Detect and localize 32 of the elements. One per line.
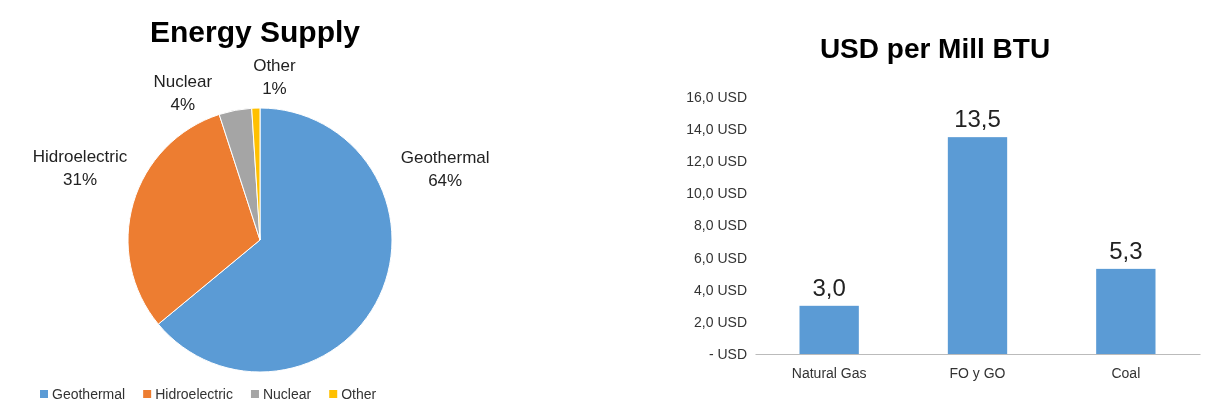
slice-label: Nuclear	[153, 72, 213, 92]
bar	[799, 305, 859, 354]
y-tick-label: 8,0 USD	[694, 217, 747, 234]
x-tick-label: FO y GO	[949, 364, 1006, 381]
slice-label: Other	[253, 56, 297, 76]
data-label: 4%	[170, 95, 196, 115]
legend-label: Geothermal	[52, 386, 126, 402]
data-label: 64%	[428, 171, 463, 191]
chart-title: USD per Mill BTU	[819, 33, 1051, 64]
legend-label: Other	[341, 386, 377, 402]
slice-label: Geothermal	[400, 148, 490, 168]
legend-label: Nuclear	[262, 386, 312, 402]
bar	[947, 137, 1008, 354]
data-label: 5,3	[1109, 236, 1143, 264]
y-tick-label: - USD	[708, 345, 747, 362]
y-tick-label: 10,0 USD	[686, 185, 747, 202]
x-tick-label: Coal	[1111, 364, 1141, 381]
data-label: 31%	[63, 169, 98, 189]
data-label: 1%	[262, 79, 287, 99]
slice-label: Hidroelectric	[32, 146, 128, 166]
y-tick-label: 4,0 USD	[694, 281, 747, 298]
y-tick-label: 2,0 USD	[694, 313, 747, 330]
bar	[1096, 268, 1156, 354]
y-tick-label: 16,0 USD	[686, 88, 747, 105]
legend-label: Hidroelectric	[155, 386, 233, 402]
y-tick-label: 12,0 USD	[686, 153, 747, 170]
y-tick-label: 14,0 USD	[686, 121, 747, 138]
chart-title: Energy Supply	[149, 15, 361, 48]
x-tick-label: Natural Gas	[791, 364, 867, 381]
data-label: 3,0	[812, 273, 846, 301]
data-label: 13,5	[954, 105, 1001, 133]
y-tick-label: 6,0 USD	[694, 249, 747, 266]
